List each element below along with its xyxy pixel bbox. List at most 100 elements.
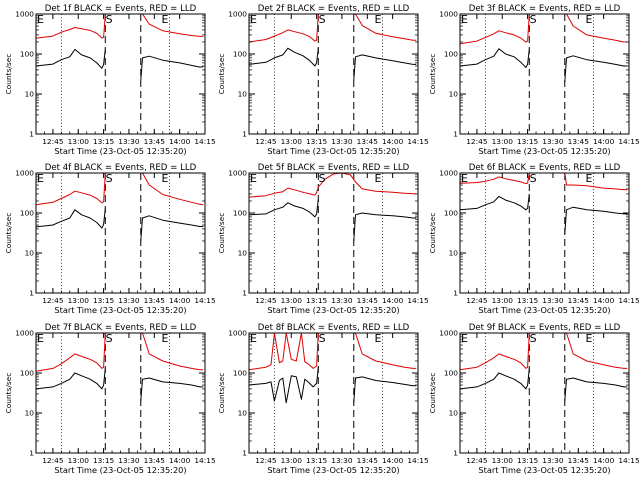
y-tick-label: 1000 (15, 329, 34, 338)
events-series-line (35, 208, 106, 229)
y-tick-label: 100 (233, 50, 247, 59)
x-tick-label: 13:45 (568, 456, 590, 465)
y-axis-label: Counts/sec (428, 373, 437, 414)
events-series-line (564, 206, 628, 234)
event-marker-label: E (585, 172, 592, 185)
x-tick-label: 13:15 (93, 296, 115, 305)
lld-series-line (248, 332, 417, 371)
x-tick-label: 13:15 (306, 137, 328, 146)
x-tick-label: 13:15 (517, 456, 539, 465)
x-tick-label: 14:00 (169, 296, 191, 305)
panel-title: Det 3f BLACK = Events, RED = LLD (469, 4, 621, 14)
events-series-line (459, 48, 530, 68)
plot-frame (35, 332, 206, 454)
x-tick-label: 13:00 (68, 456, 90, 465)
events-series-line (35, 48, 106, 69)
y-tick-label: 100 (20, 209, 34, 218)
y-tick-label: 1 (29, 130, 34, 139)
x-tick-label: 14:15 (407, 137, 429, 146)
event-marker-label: E (461, 332, 468, 345)
x-tick-label: 13:30 (118, 137, 140, 146)
panel-title: Det 5f BLACK = Events, RED = LLD (258, 163, 410, 173)
plot-frame (35, 172, 206, 294)
y-axis-label: Counts/sec (4, 54, 13, 95)
x-tick-label: 13:00 (281, 296, 303, 305)
panel-title: Det 7f BLACK = Events, RED = LLD (45, 323, 197, 333)
y-tick-label: 1000 (439, 10, 458, 19)
events-series-line (459, 368, 530, 390)
x-axis-label: Start Time (23-Oct-05 12:35:20) (267, 305, 399, 315)
events-series-line (353, 212, 417, 242)
x-tick-label: 14:00 (593, 137, 615, 146)
y-tick-label: 1 (453, 289, 458, 298)
y-tick-label: 1 (453, 449, 458, 458)
event-marker-label: S (530, 13, 537, 26)
event-marker-label: E (585, 13, 592, 26)
x-tick-label: 13:15 (93, 456, 115, 465)
y-tick-label: 1 (29, 449, 34, 458)
lld-series-line (35, 172, 204, 206)
y-tick-label: 10 (25, 409, 35, 418)
x-tick-label: 13:15 (517, 296, 539, 305)
x-tick-label: 12:45 (42, 137, 64, 146)
x-tick-label: 12:45 (255, 137, 277, 146)
event-marker-label: E (37, 332, 44, 345)
x-axis-label: Start Time (23-Oct-05 12:35:20) (267, 465, 399, 475)
events-series-line (248, 47, 319, 67)
event-marker-label: S (319, 13, 326, 26)
y-tick-label: 10 (25, 249, 35, 258)
x-tick-label: 14:00 (169, 137, 191, 146)
x-tick-label: 12:45 (255, 456, 277, 465)
y-tick-label: 100 (233, 209, 247, 218)
x-axis-label: Start Time (23-Oct-05 12:35:20) (54, 465, 186, 475)
panel-title: Det 2f BLACK = Events, RED = LLD (258, 4, 410, 14)
x-tick-label: 13:45 (144, 296, 166, 305)
x-axis-label: Start Time (23-Oct-05 12:35:20) (478, 146, 610, 156)
event-marker-label: S (106, 172, 113, 185)
event-marker-label: E (37, 172, 44, 185)
x-tick-label: 13:15 (93, 137, 115, 146)
lld-series-line (459, 332, 628, 371)
event-marker-label: S (530, 172, 537, 185)
y-tick-label: 10 (449, 409, 459, 418)
x-tick-label: 14:00 (382, 456, 404, 465)
panel-title: Det 6f BLACK = Events, RED = LLD (469, 163, 621, 173)
y-tick-label: 100 (444, 50, 458, 59)
event-marker-label: E (374, 172, 381, 185)
y-tick-label: 100 (444, 369, 458, 378)
y-tick-label: 1000 (228, 169, 247, 178)
x-tick-label: 14:15 (194, 456, 216, 465)
x-tick-label: 13:45 (144, 456, 166, 465)
y-tick-label: 1 (453, 130, 458, 139)
event-marker-label: E (37, 13, 44, 26)
y-tick-label: 1000 (15, 10, 34, 19)
y-tick-label: 10 (238, 409, 248, 418)
detector-panel: 12:45 13:00 13:15 13:30 13:45 14:00 14:15 1 10 10… (428, 323, 640, 475)
events-series-line (564, 55, 628, 83)
plot-frame (459, 332, 630, 454)
panel-title: Det 9f BLACK = Events, RED = LLD (469, 323, 621, 333)
y-axis-label: Counts/sec (4, 373, 13, 414)
x-tick-label: 14:00 (382, 137, 404, 146)
x-tick-label: 13:30 (542, 456, 564, 465)
y-tick-label: 10 (449, 90, 459, 99)
lld-series-line (248, 13, 417, 43)
event-marker-label: E (250, 332, 257, 345)
x-tick-label: 13:00 (281, 456, 303, 465)
plot-frame (248, 172, 419, 294)
y-tick-label: 10 (25, 90, 35, 99)
event-marker-label: S (106, 332, 113, 345)
event-marker-label: E (250, 13, 257, 26)
events-series-line (248, 199, 319, 218)
y-tick-label: 1 (242, 130, 247, 139)
events-series-line (140, 215, 204, 242)
y-tick-label: 1000 (439, 169, 458, 178)
x-tick-label: 13:30 (542, 296, 564, 305)
events-series-line (353, 376, 417, 403)
event-marker-label: E (585, 332, 592, 345)
x-tick-label: 13:45 (144, 137, 166, 146)
x-tick-label: 13:45 (568, 296, 590, 305)
x-tick-label: 13:15 (306, 456, 328, 465)
y-tick-label: 1 (242, 289, 247, 298)
x-tick-label: 13:00 (492, 137, 514, 146)
